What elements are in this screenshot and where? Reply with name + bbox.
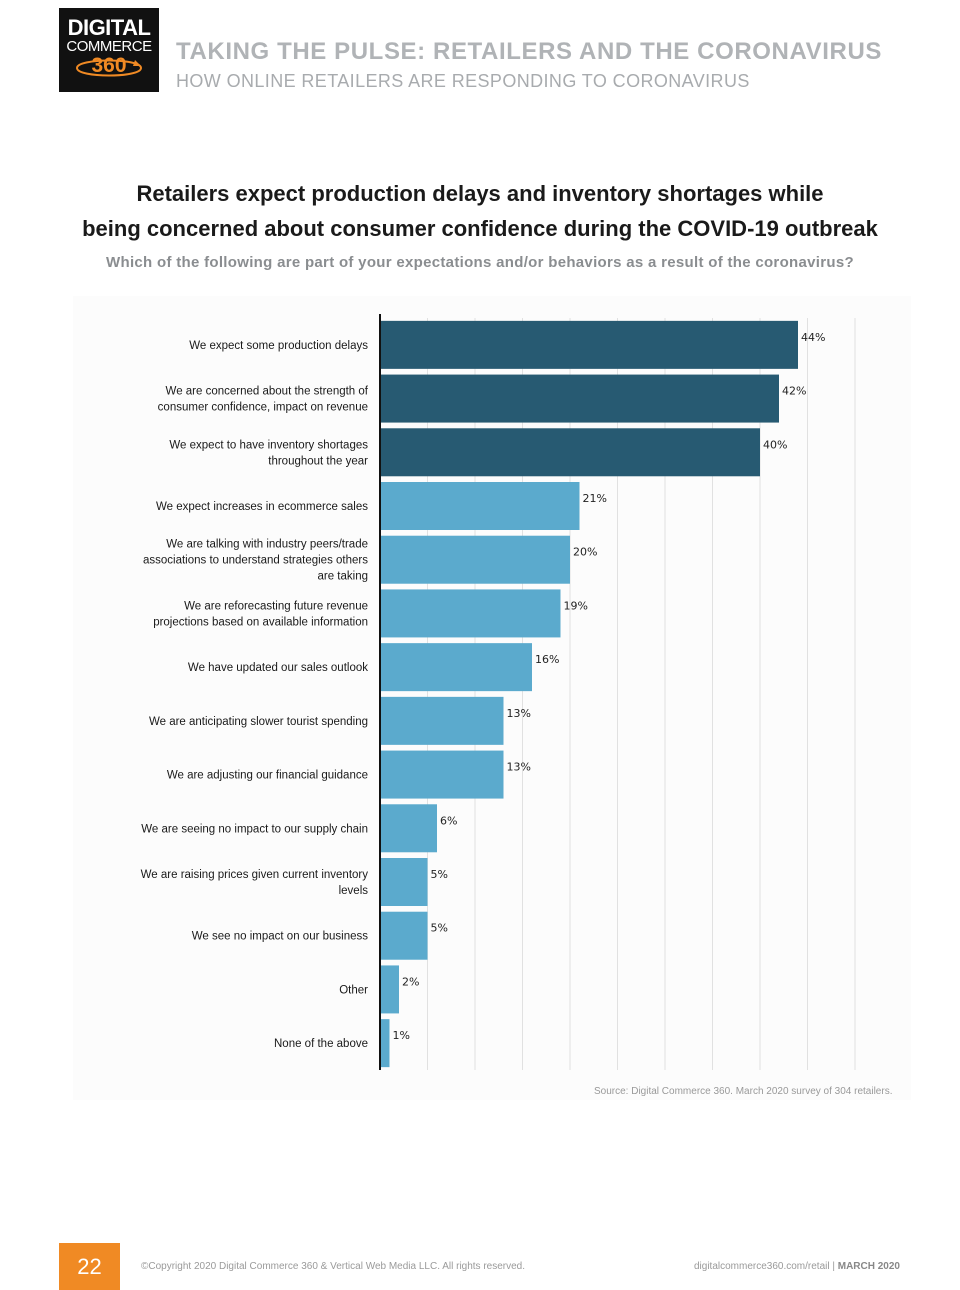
- page-number: 22: [59, 1243, 120, 1290]
- bar-value-label: 40%: [763, 438, 787, 451]
- bar: [380, 804, 437, 853]
- category-label: We are anticipating slower tourist spend…: [149, 716, 368, 728]
- footer-url-link[interactable]: digitalcommerce360.com/retail: [693, 1261, 830, 1272]
- footer-right: digitalcommerce360.com/retail | MARCH 20…: [694, 1261, 900, 1272]
- bar: [380, 589, 561, 638]
- bar: [380, 643, 532, 692]
- copyright-text: ©Copyright 2020 Digital Commerce 360 & V…: [141, 1261, 526, 1272]
- chart-panel: 44% We expect some production delays 42% We…: [73, 296, 911, 1100]
- bar-value-label: 21%: [583, 492, 607, 505]
- bar: [380, 965, 399, 1014]
- logo-line3: 360: [91, 54, 127, 77]
- bar-value-label: 13%: [507, 761, 531, 774]
- category-label: We are talking with industry peers/trade…: [143, 539, 368, 583]
- logo-line1: DIGITAL: [67, 15, 151, 40]
- bar-value-label: 5%: [431, 922, 448, 935]
- category-label: We are reforecasting future revenue proje…: [153, 600, 368, 628]
- bar-value-label: 16%: [535, 653, 559, 666]
- bar-value-label: 19%: [564, 599, 588, 612]
- category-label: We have updated our sales outlook: [188, 662, 368, 674]
- bar-value-label: 6%: [440, 814, 457, 827]
- footer-separator: |: [829, 1261, 838, 1272]
- bar: [380, 696, 504, 745]
- bar: [380, 535, 570, 584]
- bar-value-label: 2%: [402, 975, 419, 988]
- bar: [380, 428, 760, 477]
- bar: [380, 320, 798, 369]
- chart-source: Source: Digital Commerce 360. March 2020…: [594, 1086, 893, 1097]
- footer-date: MARCH 2020: [837, 1261, 900, 1272]
- category-label: We expect to have inventory shortages thr…: [169, 439, 368, 467]
- category-label: We expect increases in ecommerce sales: [156, 501, 368, 513]
- category-label: We expect some production delays: [189, 340, 368, 352]
- chart-title: Retailers expect production delays and i…: [0, 176, 960, 246]
- brand-logo: DIGITAL COMMERCE 360: [59, 8, 159, 92]
- bar-value-label: 44%: [801, 331, 825, 344]
- bar: [380, 858, 428, 906]
- bar: [380, 482, 580, 530]
- report-title: TAKING THE PULSE: RETAILERS AND THE CORO…: [176, 38, 882, 65]
- chart-title-line2: being concerned about consumer confidenc…: [82, 216, 878, 241]
- category-label: We are seeing no impact to our supply ch…: [141, 823, 368, 835]
- logo-line2: COMMERCE: [66, 38, 152, 55]
- bar-value-label: 13%: [507, 707, 531, 720]
- bar: [380, 750, 504, 799]
- category-label: We are concerned about the strength of co…: [158, 386, 369, 414]
- chart-question: Which of the following are part of your …: [106, 254, 854, 271]
- category-label: Other: [339, 984, 368, 996]
- bar-chart: 44% We expect some production delays 42% We…: [141, 314, 856, 1070]
- category-label: We see no impact on our business: [192, 931, 368, 943]
- category-label: None of the above: [274, 1038, 368, 1050]
- bar: [380, 911, 428, 960]
- bar-value-label: 1%: [393, 1029, 410, 1042]
- bar: [380, 374, 779, 423]
- logo-swoosh-icon: [76, 59, 143, 77]
- category-label: We are adjusting our financial guidance: [167, 770, 368, 782]
- bar-value-label: 42%: [782, 385, 806, 398]
- category-label: We are raising prices given current inve…: [141, 869, 369, 897]
- bar: [380, 1019, 390, 1068]
- chart-title-line1: Retailers expect production delays and i…: [136, 181, 824, 206]
- bar-value-label: 20%: [573, 546, 597, 559]
- bar-value-label: 5%: [431, 868, 448, 881]
- report-subtitle: HOW ONLINE RETAILERS ARE RESPONDING TO C…: [176, 71, 750, 91]
